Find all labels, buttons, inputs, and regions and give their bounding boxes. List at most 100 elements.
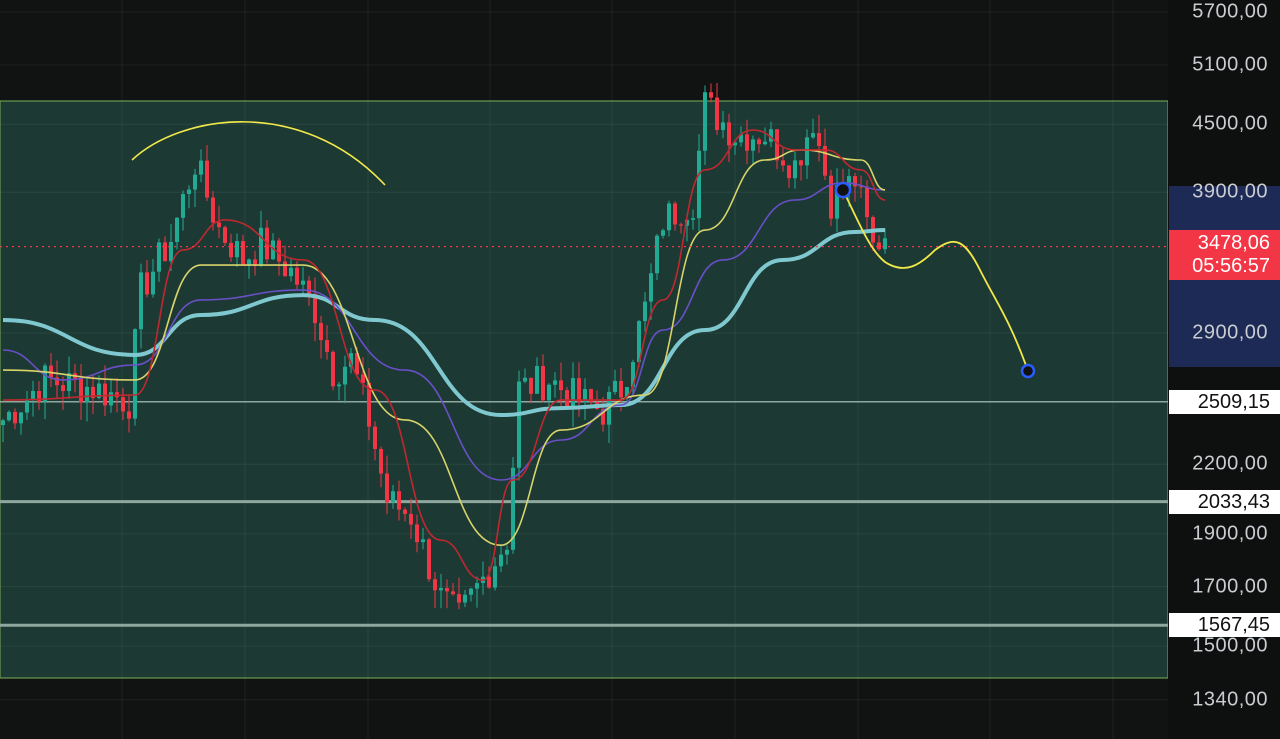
candle-body	[691, 218, 695, 220]
candle-body	[661, 230, 665, 236]
moving-average-ma_long	[2, 228, 886, 418]
candle-body	[553, 380, 557, 385]
candle-body	[427, 539, 431, 580]
candle-body	[499, 554, 503, 567]
candle-body	[565, 390, 569, 409]
moving-average-ma_slow	[2, 182, 886, 481]
candle-body	[37, 390, 41, 402]
candle-body	[451, 591, 455, 595]
candle-body	[475, 583, 479, 589]
candle-body	[739, 134, 743, 143]
candle-body	[337, 384, 341, 387]
candle-body	[109, 392, 113, 406]
candle-body	[343, 366, 347, 385]
candle-body	[319, 323, 323, 341]
candle-body	[199, 160, 203, 175]
candle-body	[445, 587, 449, 592]
candle-body	[217, 222, 221, 228]
candle-body	[235, 241, 239, 258]
candle-body	[673, 203, 677, 225]
candle-body	[793, 160, 797, 179]
candle-body	[253, 259, 257, 265]
candles	[1, 83, 887, 610]
candle-body	[259, 227, 263, 265]
candle-body	[529, 377, 533, 394]
candle-body	[733, 142, 737, 146]
candle-body	[469, 588, 473, 595]
candle-body	[835, 185, 839, 219]
candle-body	[721, 122, 725, 130]
candle-body	[127, 411, 131, 419]
candle-body	[55, 377, 59, 386]
level-price-tag: 2509,15	[1169, 389, 1280, 414]
candle-body	[541, 366, 545, 401]
drawing-anchor-handle	[1020, 363, 1036, 379]
candle-body	[193, 174, 197, 190]
candle-body	[757, 139, 761, 145]
candle-body	[571, 378, 575, 409]
price-axis-label: 1700,00	[1192, 575, 1268, 598]
candle-body	[349, 353, 353, 367]
candle-body	[505, 549, 509, 555]
candle-body	[49, 365, 53, 378]
candle-body	[487, 576, 491, 588]
candle-body	[601, 408, 605, 425]
candle-body	[121, 397, 125, 412]
candle-body	[139, 272, 143, 330]
candle-body	[289, 267, 293, 277]
candle-body	[67, 373, 71, 392]
candle-body	[313, 293, 317, 324]
candle-body	[211, 197, 215, 223]
candle-body	[859, 186, 863, 188]
last-price-value: 3478,06	[1197, 231, 1270, 254]
candle-body	[25, 399, 29, 413]
candle-body	[181, 193, 185, 218]
bar-countdown: 05:56:57	[1192, 254, 1270, 277]
price-axis-label: 5100,00	[1192, 53, 1268, 76]
drawing-anchor-handle	[834, 181, 852, 199]
candle-body	[493, 566, 497, 588]
candle-body	[103, 383, 107, 406]
candle-body	[775, 129, 779, 161]
candle-body	[715, 97, 719, 130]
candle-body	[787, 165, 791, 179]
candle-body	[703, 92, 707, 151]
candle-body	[805, 137, 809, 166]
candle-body	[397, 491, 401, 510]
candle-body	[583, 389, 587, 403]
price-axis-label: 4500,00	[1192, 112, 1268, 135]
candle-body	[577, 378, 581, 403]
candle-body	[157, 242, 161, 272]
candle-body	[523, 377, 527, 382]
candle-body	[547, 384, 551, 401]
candle-body	[367, 382, 371, 427]
candle-body	[229, 242, 233, 258]
candle-body	[373, 426, 377, 449]
candle-body	[751, 139, 755, 151]
candle-body	[415, 524, 419, 543]
candle-body	[223, 227, 227, 243]
price-axis-label: 2900,00	[1192, 321, 1268, 344]
candle-body	[589, 389, 593, 403]
price-axis-label: 1340,00	[1192, 688, 1268, 711]
candle-body	[43, 365, 47, 402]
candle-body	[823, 146, 827, 176]
candle-body	[829, 175, 833, 219]
candle-body	[241, 241, 245, 265]
candle-body	[13, 411, 17, 424]
candle-body	[7, 411, 11, 421]
candle-body	[463, 594, 467, 603]
candle-body	[667, 203, 671, 231]
candle-body	[355, 353, 359, 375]
candle-body	[535, 366, 539, 394]
candle-body	[271, 240, 275, 260]
candle-body	[97, 383, 101, 398]
candle-body	[91, 386, 95, 398]
candle-body	[421, 539, 425, 543]
candle-body	[205, 160, 209, 198]
price-axis-label: 2200,00	[1192, 452, 1268, 475]
candle-body	[301, 280, 305, 285]
candle-body	[811, 133, 815, 138]
